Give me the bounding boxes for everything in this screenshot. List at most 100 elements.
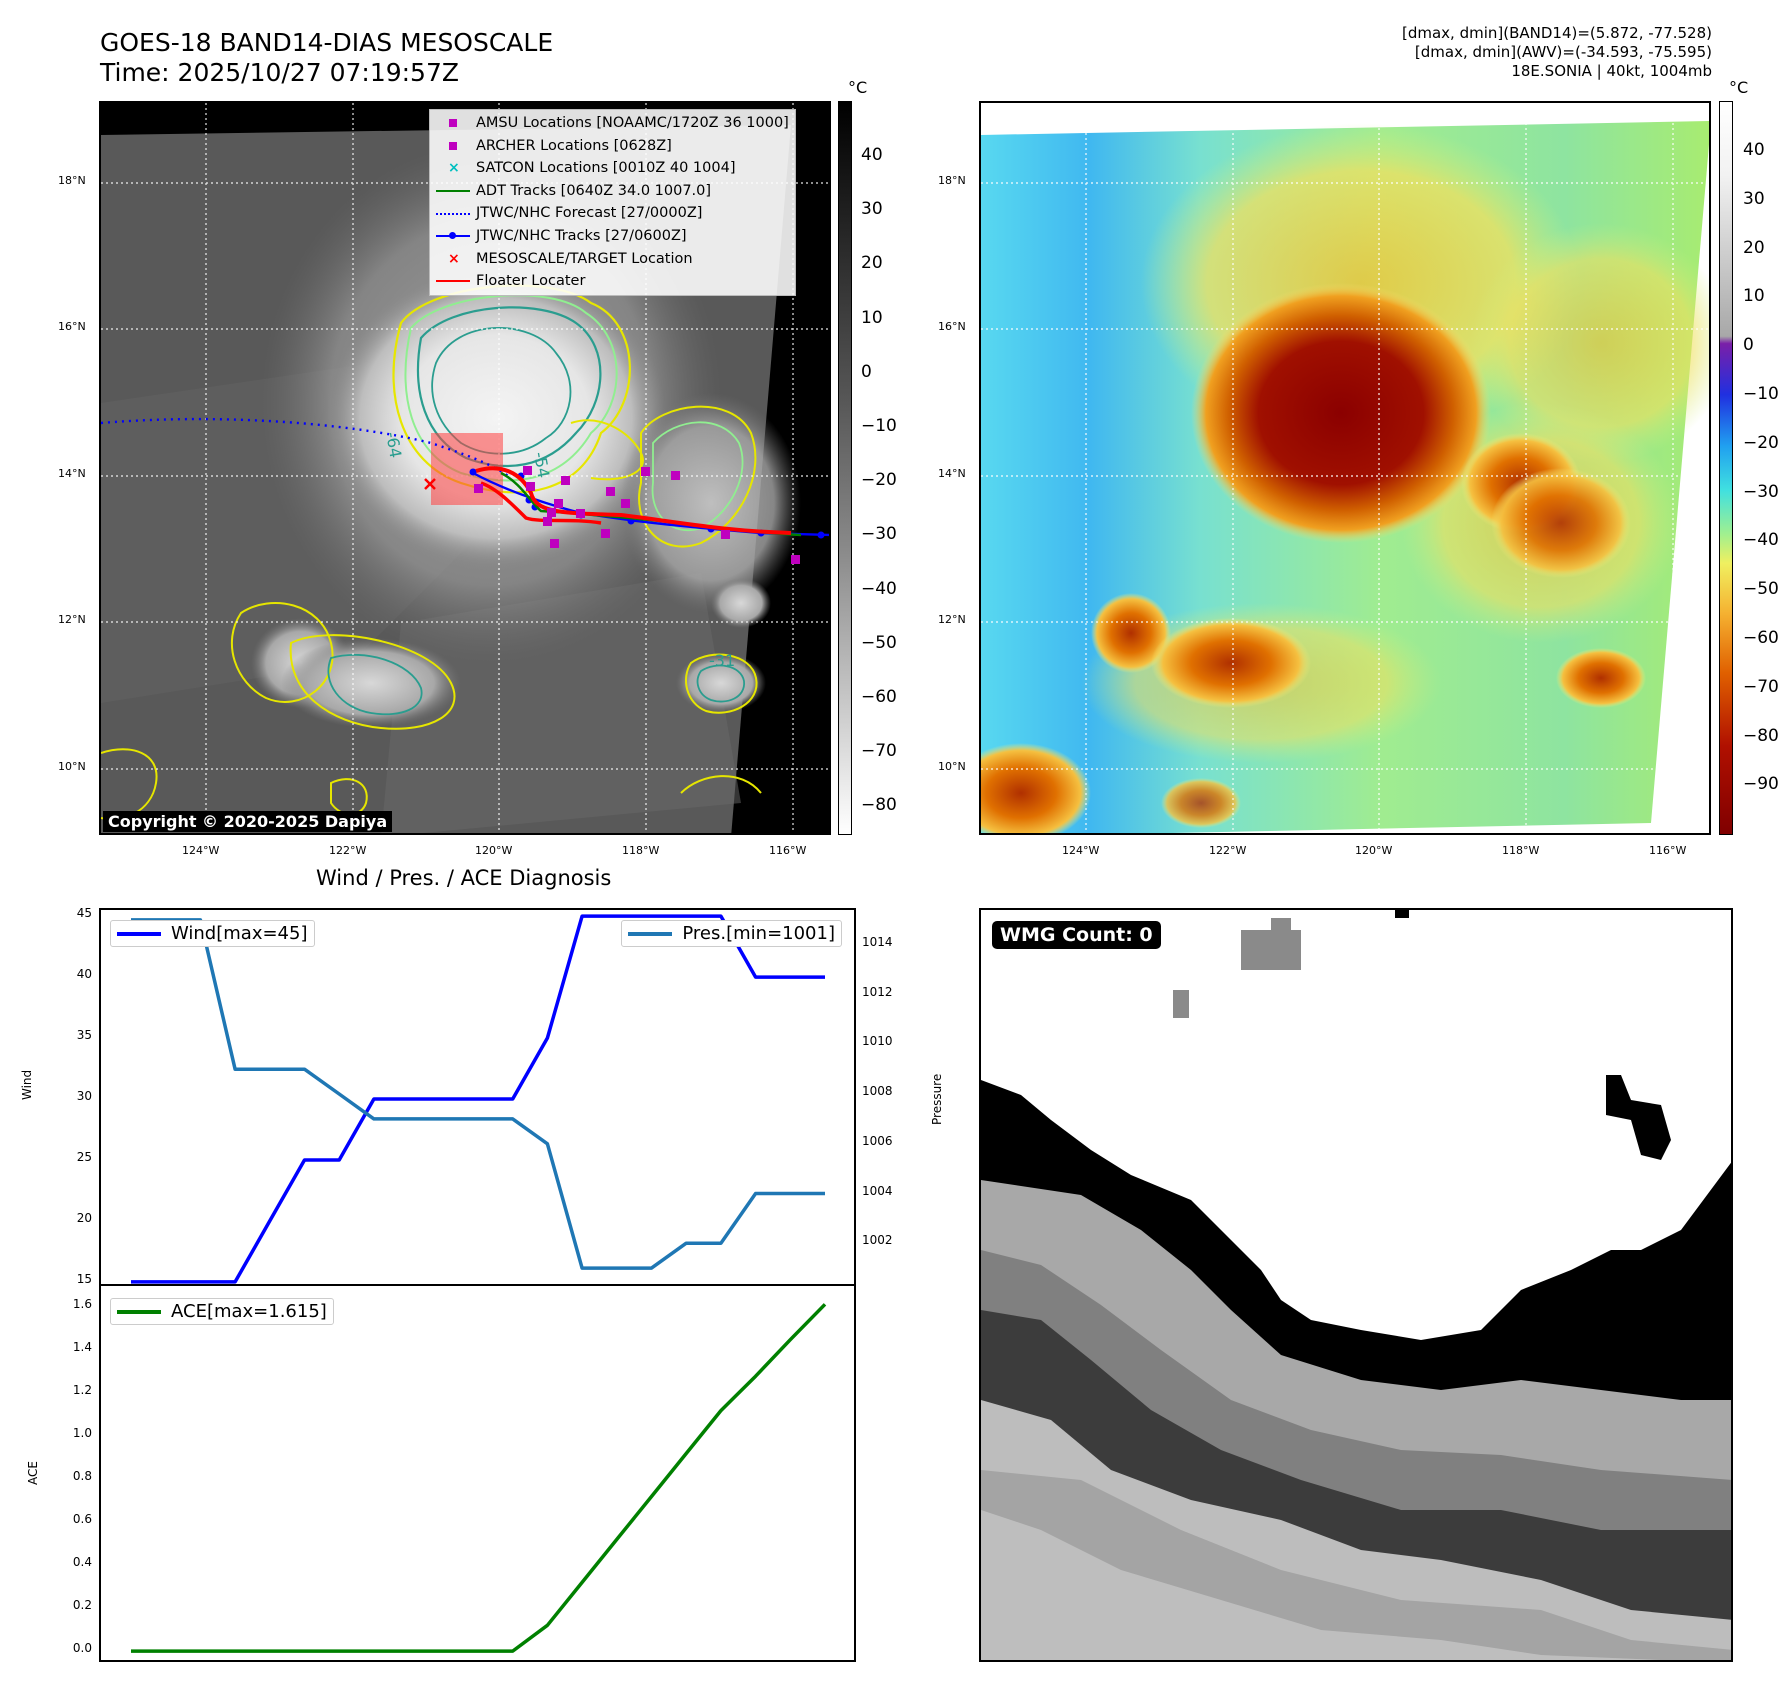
awv-colorbar-tick: −80: [1743, 725, 1779, 746]
storm-info: 18E.SONIA | 40kt, 1004mb: [1511, 62, 1712, 80]
contour-label-64: -64: [382, 430, 405, 459]
ace-series-line: [131, 1303, 827, 1653]
awv-map-panel: [979, 101, 1711, 835]
map-legend-item: Floater Locater: [436, 270, 789, 293]
map-legend-symbol: [436, 228, 470, 244]
awv-colorbar-tick: 40: [1743, 140, 1765, 160]
wind-axis-label: Wind: [20, 1069, 34, 1100]
map-legend-label: SATCON Locations [0010Z 40 1004]: [476, 160, 736, 177]
pressure-tick-label: 1006: [862, 1133, 893, 1148]
band14-range: [dmax, dmin](BAND14)=(5.872, -77.528): [1401, 24, 1712, 42]
map-legend-symbol: ×: [448, 250, 460, 267]
target-marker: [424, 478, 436, 490]
wind-legend-label: Wind[max=45]: [171, 923, 308, 944]
ace-legend-line: [117, 1309, 161, 1314]
lat-tick-label: 18°N: [58, 174, 86, 187]
map-legend: AMSU Locations [NOAAMC/1720Z 36 1000] ARC…: [429, 109, 796, 296]
map-legend-label: AMSU Locations [NOAAMC/1720Z 36 1000]: [476, 115, 789, 131]
ir-colorbar: [838, 101, 852, 835]
awv-colorbar-tick: −20: [1743, 432, 1779, 453]
ir-colorbar-tick: 20: [861, 253, 883, 274]
lat-tick-label: 14°N: [938, 467, 966, 480]
contour-label-54: -54: [530, 450, 553, 479]
map-legend-label: ADT Tracks [0640Z 34.0 1007.0]: [476, 182, 712, 199]
lat-tick-label: 10°N: [938, 760, 966, 773]
lat-tick-label: 16°N: [58, 320, 86, 333]
awv-colorbar-tick: −40: [1743, 530, 1779, 551]
map-legend-label: MESOSCALE/TARGET Location: [476, 250, 693, 267]
pressure-tick-label: 1010: [862, 1034, 893, 1049]
lon-tick-label: 122°W: [329, 844, 367, 857]
awv-colorbar-tick: −50: [1743, 579, 1779, 600]
map-legend-symbol: ×: [448, 160, 460, 177]
ir-colorbar-unit: °C: [848, 78, 868, 97]
awv-colorbar-tick: −70: [1743, 676, 1779, 697]
pres-legend-line: [628, 931, 673, 936]
wind-series-line: [131, 914, 825, 1284]
pressure-series-line: [131, 918, 825, 1270]
awv-colorbar-unit: °C: [1729, 78, 1749, 97]
wind-tick-label: 25: [76, 1149, 92, 1164]
lon-tick-label: 118°W: [622, 844, 660, 857]
awv-colorbar-tick: 0: [1743, 335, 1754, 356]
pressure-tick-label: 1004: [862, 1183, 893, 1198]
lon-tick-label: 118°W: [1502, 844, 1540, 857]
pressure-tick-label: 1012: [862, 984, 893, 999]
wind-tick-label: 35: [76, 1028, 92, 1043]
lat-tick-label: 10°N: [58, 760, 86, 773]
map-legend-label: ARCHER Locations [0628Z]: [476, 137, 672, 154]
pressure-tick-label: 1002: [862, 1233, 893, 1248]
awv-range: [dmax, dmin](AWV)=(-34.593, -75.595): [1414, 43, 1712, 61]
diagnosis-title: Wind / Pres. / ACE Diagnosis: [316, 866, 612, 890]
ir-colorbar-tick: −60: [861, 687, 897, 707]
map-legend-symbol: [436, 115, 470, 131]
ace-legend-label: ACE[max=1.615]: [171, 1301, 327, 1322]
ace-tick-label: 0.2: [72, 1598, 92, 1613]
lat-tick-label: 18°N: [938, 174, 966, 187]
chart-title: GOES-18 BAND14-DIAS MESOSCALE: [100, 28, 554, 57]
ir-map-svg: -64 -54 -31: [101, 103, 829, 833]
ir-colorbar-tick: −40: [861, 578, 897, 599]
ir-colorbar-tick: −20: [861, 470, 897, 491]
wind-pressure-panel: Wind[max=45] Pres.[min=1001]: [99, 908, 856, 1286]
wind-tick-label: 20: [76, 1210, 92, 1225]
lon-tick-label: 122°W: [1209, 844, 1247, 857]
ir-colorbar-tick: −10: [861, 416, 897, 436]
stats-info: [dmax, dmin](BAND14)=(5.872, -77.528) [d…: [1402, 24, 1712, 81]
wind-legend: Wind[max=45]: [110, 920, 315, 947]
wind-tick-label: 40: [76, 967, 92, 982]
lat-tick-label: 12°N: [938, 613, 966, 626]
map-legend-item: × SATCON Locations [0010Z 40 1004]: [436, 157, 789, 180]
ace-tick-label: 0.0: [72, 1641, 92, 1656]
ace-tick-label: 0.4: [72, 1555, 92, 1570]
ace-tick-label: 1.0: [72, 1426, 92, 1441]
lat-tick-label: 16°N: [938, 320, 966, 333]
ir-colorbar-tick: −70: [861, 741, 897, 762]
ace-plot: [131, 1303, 827, 1653]
ir-colorbar-tick: 10: [861, 307, 883, 328]
map-legend-symbol: [436, 206, 470, 222]
map-legend-symbol: [436, 138, 470, 154]
ace-legend: ACE[max=1.615]: [110, 1298, 334, 1325]
map-legend-label: Floater Locater: [476, 273, 586, 290]
map-legend-label: JTWC/NHC Tracks [27/0600Z]: [476, 227, 687, 244]
map-legend-item: JTWC/NHC Forecast [27/0000Z]: [436, 202, 789, 225]
awv-colorbar-tick: 30: [1743, 188, 1765, 209]
contour-teal: [416, 306, 602, 468]
lon-tick-label: 124°W: [1062, 844, 1100, 857]
lat-tick-label: 14°N: [58, 467, 86, 480]
wmg-panel: WMG Count: 0: [979, 908, 1733, 1662]
awv-gridlines: [981, 103, 1709, 833]
ir-colorbar-tick: 0: [861, 361, 872, 382]
pres-legend-label: Pres.[min=1001]: [682, 923, 835, 944]
ir-colorbar-tick: 40: [861, 145, 883, 165]
map-legend-item: JTWC/NHC Tracks [27/0600Z]: [436, 225, 789, 248]
wmg-image: [981, 910, 1731, 1660]
pressure-tick-label: 1014: [862, 934, 893, 949]
ace-tick-label: 0.6: [72, 1512, 92, 1527]
ace-tick-label: 1.2: [72, 1383, 92, 1398]
awv-colorbar-tick: −10: [1743, 384, 1779, 404]
ir-colorbar-tick: 30: [861, 199, 883, 220]
awv-colorbar-tick: 10: [1743, 286, 1765, 307]
wind-tick-label: 15: [76, 1271, 92, 1286]
